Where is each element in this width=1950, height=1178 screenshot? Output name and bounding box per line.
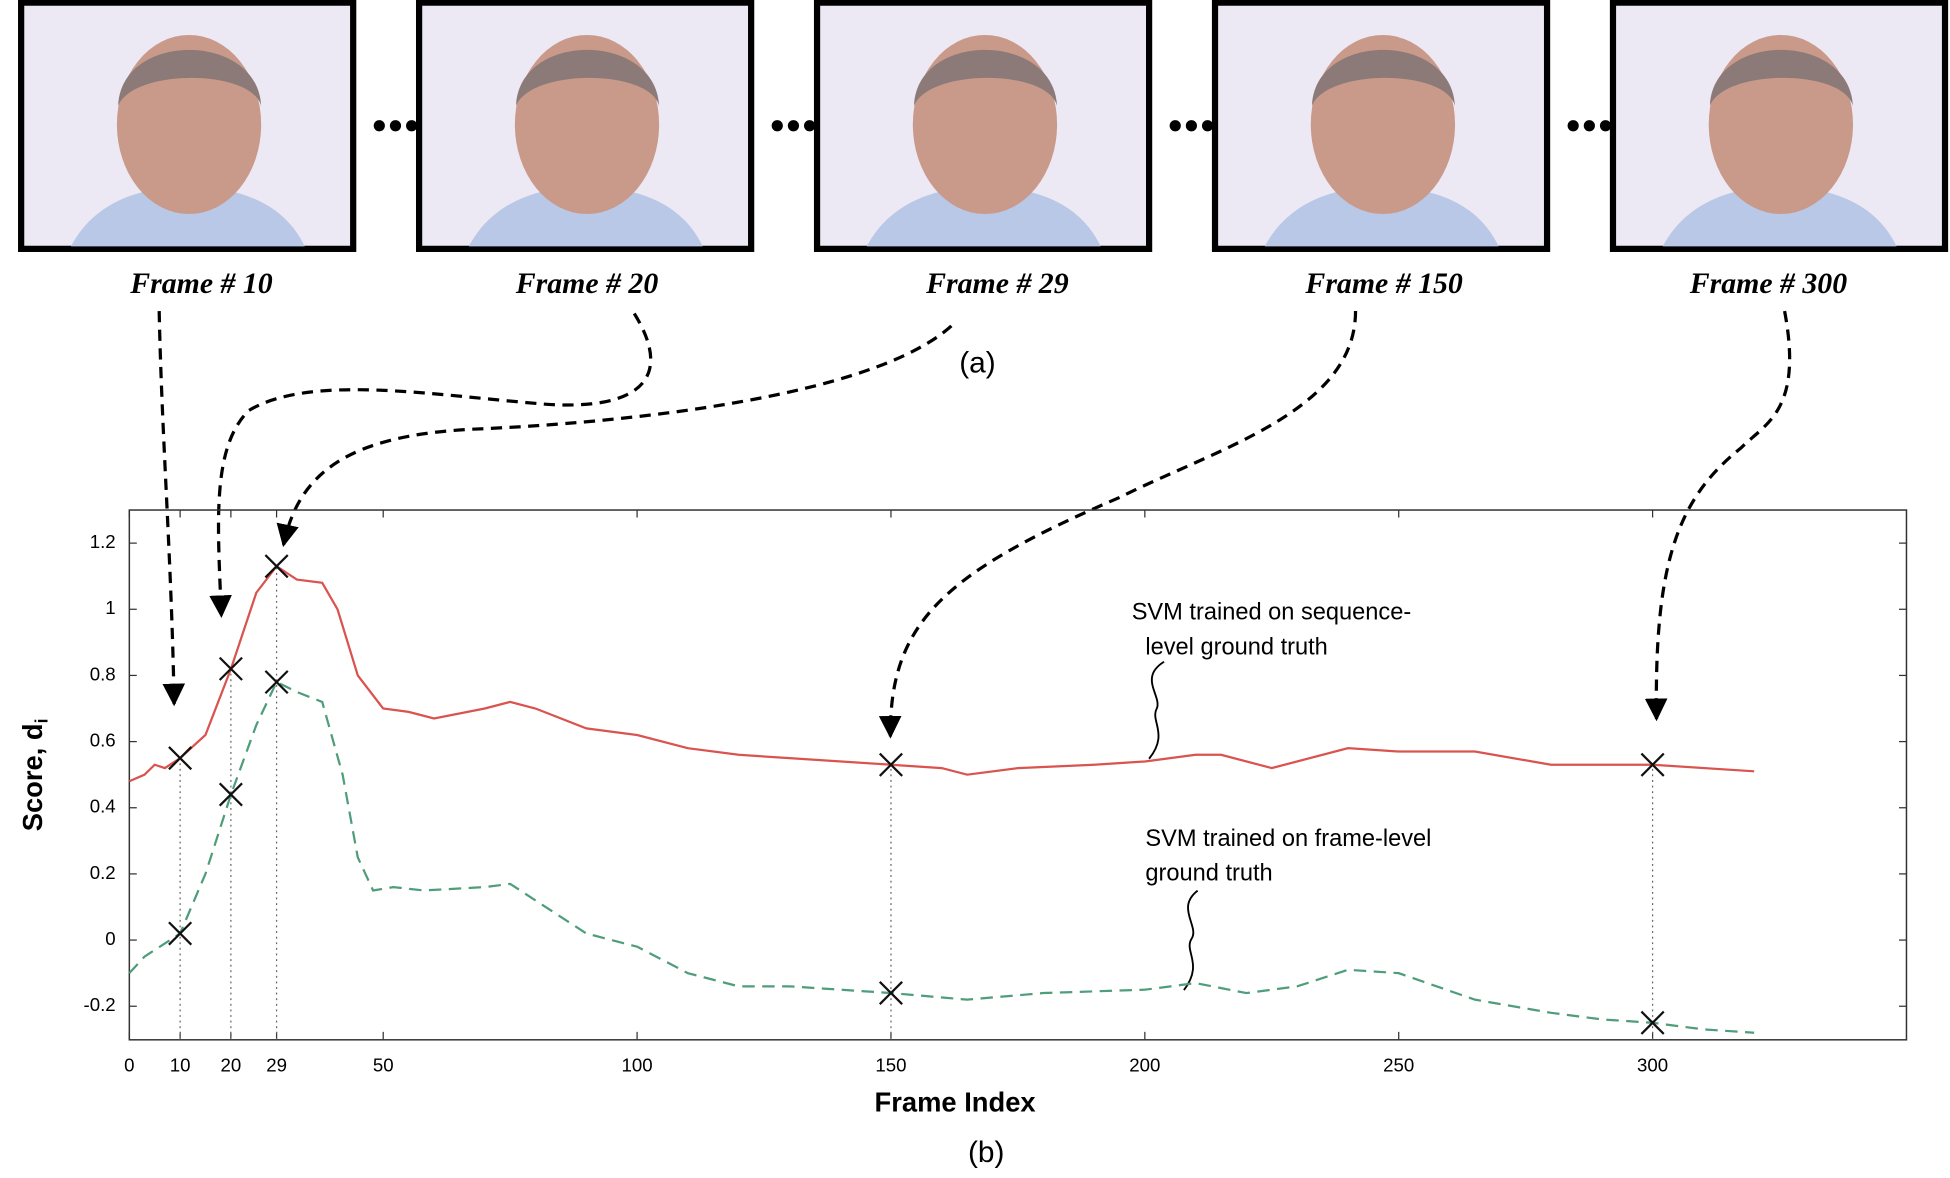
pointer (1183, 889, 1199, 991)
y-axis-label-text: Score, d (17, 723, 48, 831)
point-marker (168, 746, 193, 771)
ellipsis-dot (1185, 120, 1197, 132)
annotation: SVM trained on sequence- (1132, 599, 1412, 625)
x-tick-label: 20 (221, 1055, 242, 1076)
point-marker (168, 921, 193, 946)
arrow (878, 311, 1358, 739)
ellipsis-dot (804, 120, 816, 132)
x-tick-label: 29 (266, 1055, 287, 1076)
plot-frame (128, 509, 1908, 1041)
x-tick-label: 10 (170, 1055, 191, 1076)
series-line (128, 680, 1755, 1034)
y-tick-label: 1 (105, 597, 115, 618)
thumbnail (415, 0, 755, 252)
x-tick-label: 0 (124, 1055, 134, 1076)
series-line (128, 564, 1755, 783)
ellipsis-dot (1567, 120, 1579, 132)
caption: (a) (959, 346, 995, 379)
point-marker (264, 670, 289, 695)
y-tick-label: 0 (105, 928, 115, 949)
x-tick-label: 300 (1637, 1055, 1668, 1076)
arrow (276, 324, 953, 548)
pointer (1148, 660, 1165, 760)
x-tick-label: 50 (373, 1055, 394, 1076)
ellipsis-dot (787, 120, 800, 132)
thumbnail (18, 0, 357, 252)
hair (118, 49, 262, 106)
frame-label: Frame # 10 (129, 267, 273, 300)
x-axis-label: Frame Index (875, 1087, 1036, 1118)
y-tick-label: 0.2 (90, 862, 116, 883)
y-tick-label: 1.2 (90, 531, 116, 552)
point-marker (878, 752, 903, 777)
shirt (866, 186, 1101, 247)
ellipsis-dot (1599, 120, 1612, 132)
ellipsis-dot (1169, 120, 1181, 132)
arrow (209, 312, 653, 618)
y-tick-label: 0.4 (90, 796, 116, 817)
caption: (b) (968, 1136, 1004, 1169)
x-tick-label: 150 (875, 1055, 906, 1076)
y-axis-label: Score, di (17, 719, 51, 832)
hair (914, 49, 1058, 106)
frame-label: Frame # 300 (1689, 267, 1848, 300)
point-marker (878, 981, 903, 1005)
hair (516, 49, 660, 106)
arrows (157, 310, 1792, 739)
thumbnail (1609, 0, 1949, 252)
ellipsis-dot (1201, 120, 1214, 132)
frame-label: Frame # 29 (925, 267, 1069, 300)
y-tick-label: 0.6 (90, 730, 116, 751)
annotation: SVM trained on frame-level (1145, 826, 1431, 852)
x-tick-label: 100 (622, 1055, 653, 1076)
ellipsis-dot (389, 120, 402, 132)
arrow (157, 311, 186, 707)
annotation: level ground truth (1145, 634, 1327, 660)
y-tick-label: 0.8 (90, 663, 116, 684)
ellipsis-dot (771, 120, 783, 132)
point-marker (218, 656, 243, 681)
arrow (1644, 310, 1792, 722)
pointers (1148, 660, 1199, 991)
ellipsis-dot (406, 120, 418, 132)
ellipsis-dot (373, 120, 385, 132)
y-tick-label: -0.2 (84, 994, 116, 1015)
y-axis-label-subscript: i (31, 719, 51, 724)
x-tick-label: 200 (1129, 1055, 1160, 1076)
frame-label: Frame # 150 (1304, 267, 1463, 300)
ellipsis-dot (1583, 120, 1595, 132)
shirt (1264, 186, 1499, 247)
thumbnail (813, 0, 1153, 252)
shirt (70, 186, 305, 247)
shirt (1662, 186, 1897, 247)
point-marker (218, 782, 243, 807)
shirt (468, 186, 703, 247)
hair (1709, 49, 1853, 106)
point-marker (1640, 752, 1665, 777)
frame-label: Frame # 20 (515, 267, 659, 300)
x-tick-label: 250 (1383, 1055, 1414, 1076)
point-marker (1640, 1010, 1665, 1035)
hair (1312, 49, 1456, 106)
thumbnail (1211, 0, 1551, 252)
point-marker (264, 554, 289, 579)
annotation: ground truth (1145, 861, 1272, 887)
